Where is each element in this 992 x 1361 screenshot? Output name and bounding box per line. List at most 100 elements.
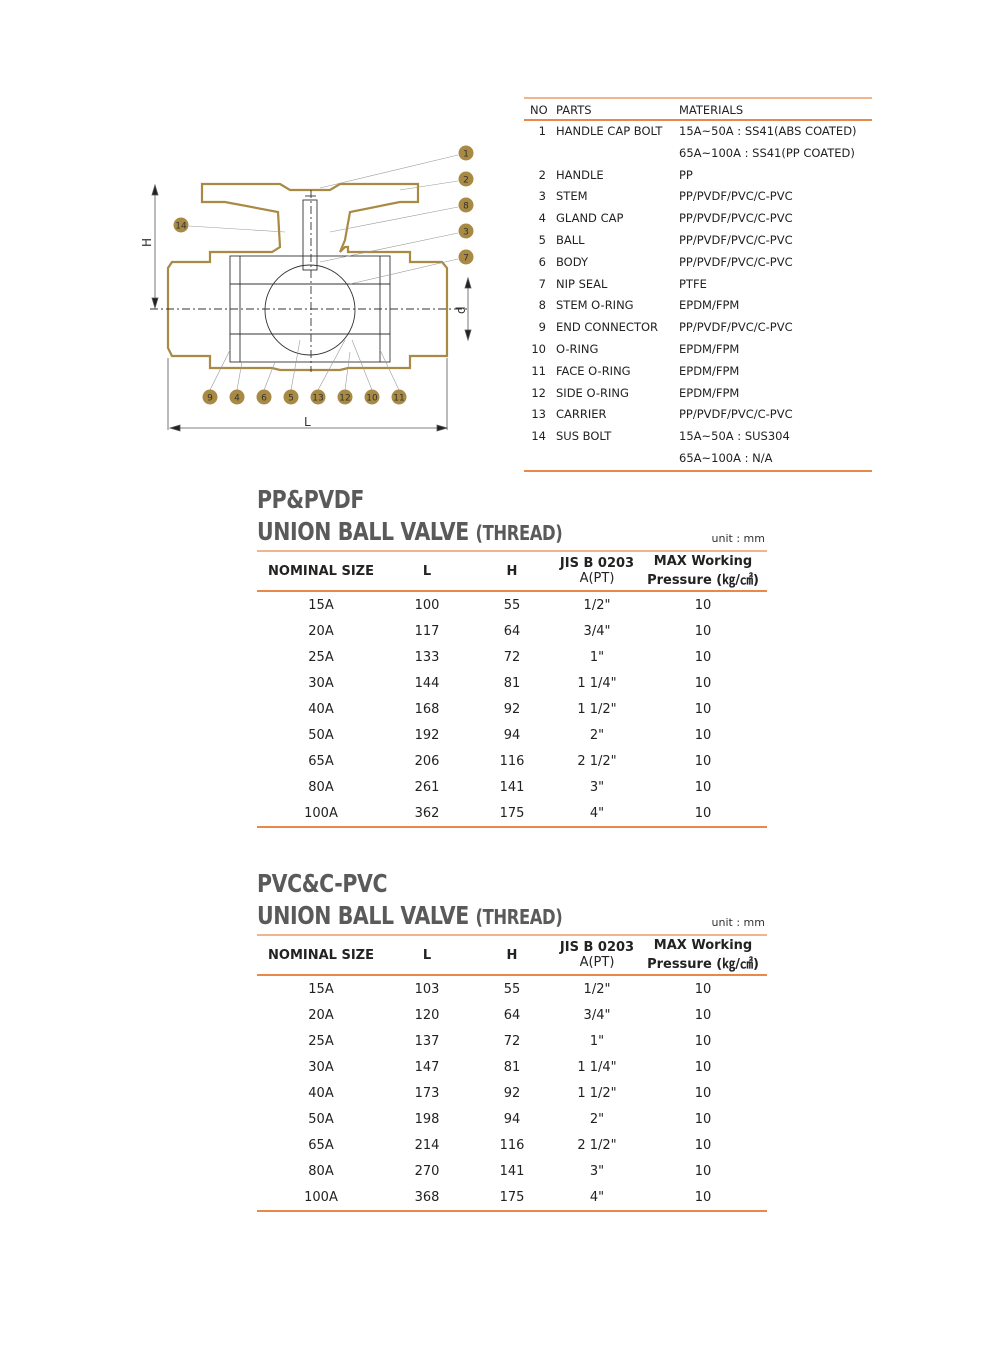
part-material: EPDM/FPM [679, 363, 740, 378]
part-material: PP [679, 167, 693, 182]
callout-number: 13 [312, 394, 323, 404]
dimension-lines [151, 183, 472, 432]
leader-lines [188, 154, 459, 391]
table-cell: 10 [694, 623, 712, 639]
parts-row: 4 GLAND CAP PP/PVDF/PVC/C-PVC [524, 208, 872, 230]
header-no: NO [530, 103, 548, 117]
table-header-row: NOMINAL SIZE L H JIS B 0203 A(PT) MAX Working… [257, 935, 767, 975]
part-name: BALL [556, 232, 585, 247]
part-no: 7 [538, 276, 546, 291]
table-cell: 92 [503, 701, 521, 717]
parts-row: 14 SUS BOLT 15A~50A : SUS304 [524, 426, 872, 448]
callout-circle [458, 197, 474, 213]
table-cell: 137 [414, 1033, 440, 1049]
callout-circle [310, 389, 326, 405]
part-material: PTFE [679, 276, 707, 291]
table-cell: 10 [694, 727, 712, 743]
table-cell: 261 [414, 779, 440, 795]
table-cell: 80A [308, 779, 334, 795]
callout-circle [458, 145, 474, 161]
column-header: L [385, 935, 469, 975]
header-parts: PARTS [556, 103, 592, 117]
table-row: 25A 137 72 1" 10 [257, 1028, 767, 1054]
callout-number: 6 [261, 394, 267, 404]
callout-number: 3 [463, 228, 469, 238]
table-cell: 103 [414, 981, 440, 997]
table-cell: 10 [694, 597, 712, 613]
part-no: 3 [538, 189, 546, 204]
table-cell: 10 [694, 1085, 712, 1101]
callout-circle [337, 389, 353, 405]
callout-number: 9 [207, 394, 213, 404]
column-header: MAX Working Pressure (㎏/㎠) [639, 935, 767, 975]
table-row: 40A 173 92 1 1/2" 10 [257, 1080, 767, 1106]
part-name: FACE O-RING [556, 363, 631, 378]
table-cell: 198 [414, 1111, 440, 1127]
connection-type: (THREAD) [475, 521, 563, 545]
callout-number: 4 [234, 394, 240, 404]
unit-label: unit : mm [711, 532, 765, 545]
header-label: L [422, 563, 432, 579]
table-cell: 368 [414, 1189, 440, 1205]
column-header: L [385, 551, 469, 591]
parts-row: 13 CARRIER PP/PVDF/PVC/C-PVC [524, 404, 872, 426]
header-label: JIS B 0203 [559, 556, 635, 571]
table-cell: 64 [503, 623, 521, 639]
parts-row: 11 FACE O-RING EPDM/FPM [524, 361, 872, 383]
part-no: 13 [531, 407, 546, 422]
table-row: 65A 206 116 2 1/2" 10 [257, 748, 767, 774]
callout-number: 8 [463, 202, 469, 212]
table-cell: 10 [694, 1137, 712, 1153]
table-cell: 120 [414, 1007, 440, 1023]
table-cell: 192 [414, 727, 440, 743]
part-name: O-RING [556, 341, 599, 356]
table-cell: 3/4" [583, 1007, 611, 1023]
table-cell: 10 [694, 779, 712, 795]
part-no: 8 [538, 298, 546, 313]
part-no: 9 [538, 320, 546, 335]
table-cell: 40A [308, 701, 334, 717]
part-name: GLAND CAP [556, 211, 624, 226]
connection-type: (THREAD) [475, 905, 563, 929]
table-cell: 144 [414, 675, 440, 691]
table-cell: 3/4" [583, 623, 611, 639]
table-cell: 173 [414, 1085, 440, 1101]
header-sublabel: Pressure (㎏/㎠) [647, 573, 759, 588]
callout-number: 10 [366, 394, 378, 404]
part-name: SIDE O-RING [556, 385, 629, 400]
table-cell: 10 [694, 675, 712, 691]
table-cell: 117 [414, 623, 440, 639]
part-material: PP/PVDF/PVC/C-PVC [679, 211, 793, 226]
callout-circle [391, 389, 407, 405]
callout-number: 2 [463, 176, 469, 186]
table-cell: 2 1/2" [577, 1137, 617, 1153]
table-cell: 15A [308, 597, 334, 613]
table-cell: 40A [308, 1085, 334, 1101]
table-row: 100A 368 175 4" 10 [257, 1184, 767, 1211]
table-cell: 10 [694, 805, 712, 821]
dimension-h-label: H [140, 238, 154, 247]
part-no: 10 [531, 341, 546, 356]
part-no: 11 [531, 363, 546, 378]
table-cell: 1 1/2" [577, 701, 617, 717]
part-no: 12 [531, 385, 546, 400]
table-cell: 168 [414, 701, 440, 717]
table-cell: 50A [308, 727, 334, 743]
header-label: MAX Working [653, 554, 753, 569]
table-row: 65A 214 116 2 1/2" 10 [257, 1132, 767, 1158]
callout-number: 12 [339, 394, 350, 404]
table-cell: 1" [589, 1033, 605, 1049]
parts-table-header: NO PARTS MATERIALS [524, 99, 872, 121]
header-sublabel: A(PT) [579, 571, 615, 586]
part-material: 65A~100A : N/A [679, 450, 773, 465]
part-material: PP/PVDF/PVC/C-PVC [679, 407, 793, 422]
table-cell: 80A [308, 1163, 334, 1179]
table-cell: 10 [694, 1163, 712, 1179]
callout-circle [458, 223, 474, 239]
table-cell: 55 [503, 981, 521, 997]
valve-internal-lines [150, 190, 470, 372]
table-cell: 3" [589, 1163, 605, 1179]
table-cell: 65A [308, 1137, 334, 1153]
callout-circle [458, 171, 474, 187]
table-cell: 94 [503, 1111, 521, 1127]
